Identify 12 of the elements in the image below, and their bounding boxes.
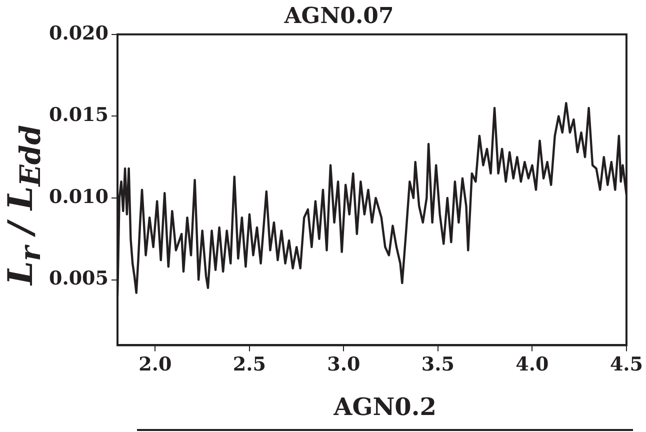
x-tick-label: 4.5: [610, 354, 644, 376]
chart-title: AGN0.07: [283, 2, 394, 29]
y-tick-label: 0.015: [48, 104, 108, 126]
x-tick-label: 2.0: [138, 354, 172, 376]
x-tick-label: 2.5: [232, 354, 266, 376]
y-tick-label: 0.005: [48, 268, 108, 290]
y-tick-label: 0.020: [48, 22, 108, 44]
x-tick-label: 3.0: [327, 354, 360, 376]
x-tick-label: 3.5: [421, 354, 454, 376]
y-tick-label: 0.010: [48, 186, 108, 208]
x-tick-label: 4.0: [516, 354, 549, 376]
text: AGN0.2: [332, 392, 438, 421]
